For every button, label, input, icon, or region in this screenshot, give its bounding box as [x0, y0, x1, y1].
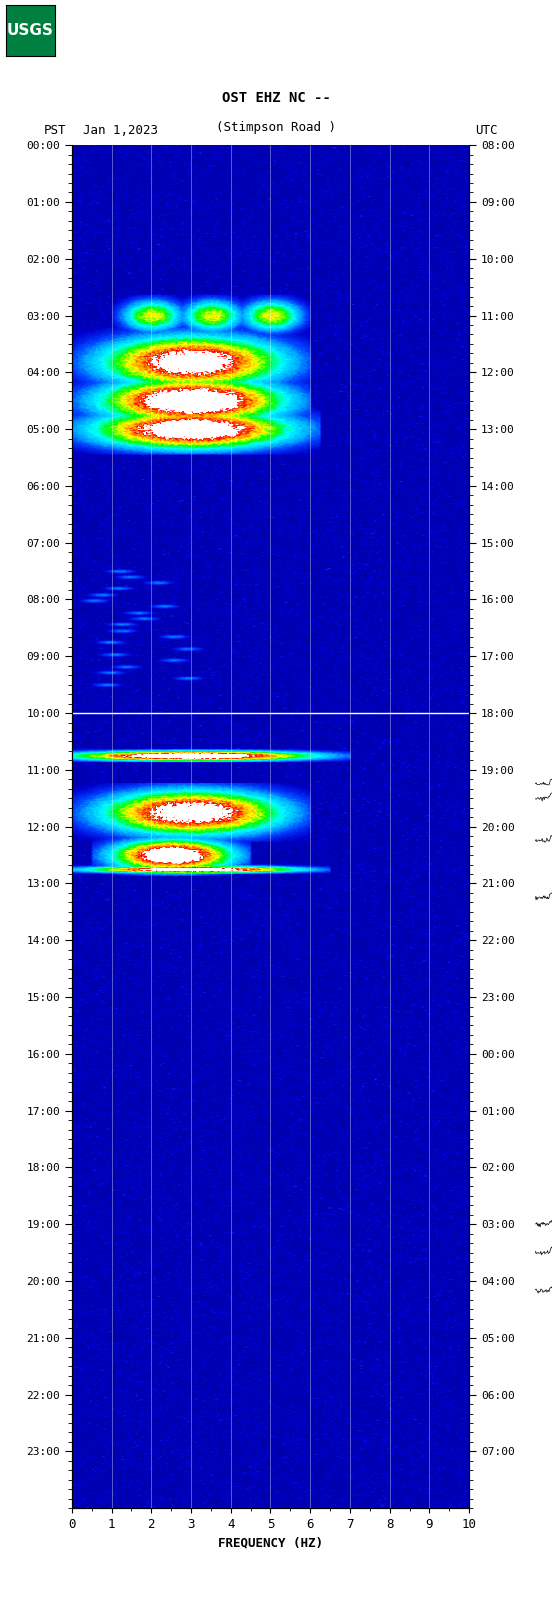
Text: USGS: USGS: [7, 23, 54, 39]
Text: PST: PST: [44, 124, 66, 137]
X-axis label: FREQUENCY (HZ): FREQUENCY (HZ): [218, 1537, 323, 1550]
Text: UTC: UTC: [475, 124, 497, 137]
Text: Jan 1,2023: Jan 1,2023: [83, 124, 158, 137]
Text: (Stimpson Road ): (Stimpson Road ): [216, 121, 336, 134]
Text: OST EHZ NC --: OST EHZ NC --: [221, 90, 331, 105]
